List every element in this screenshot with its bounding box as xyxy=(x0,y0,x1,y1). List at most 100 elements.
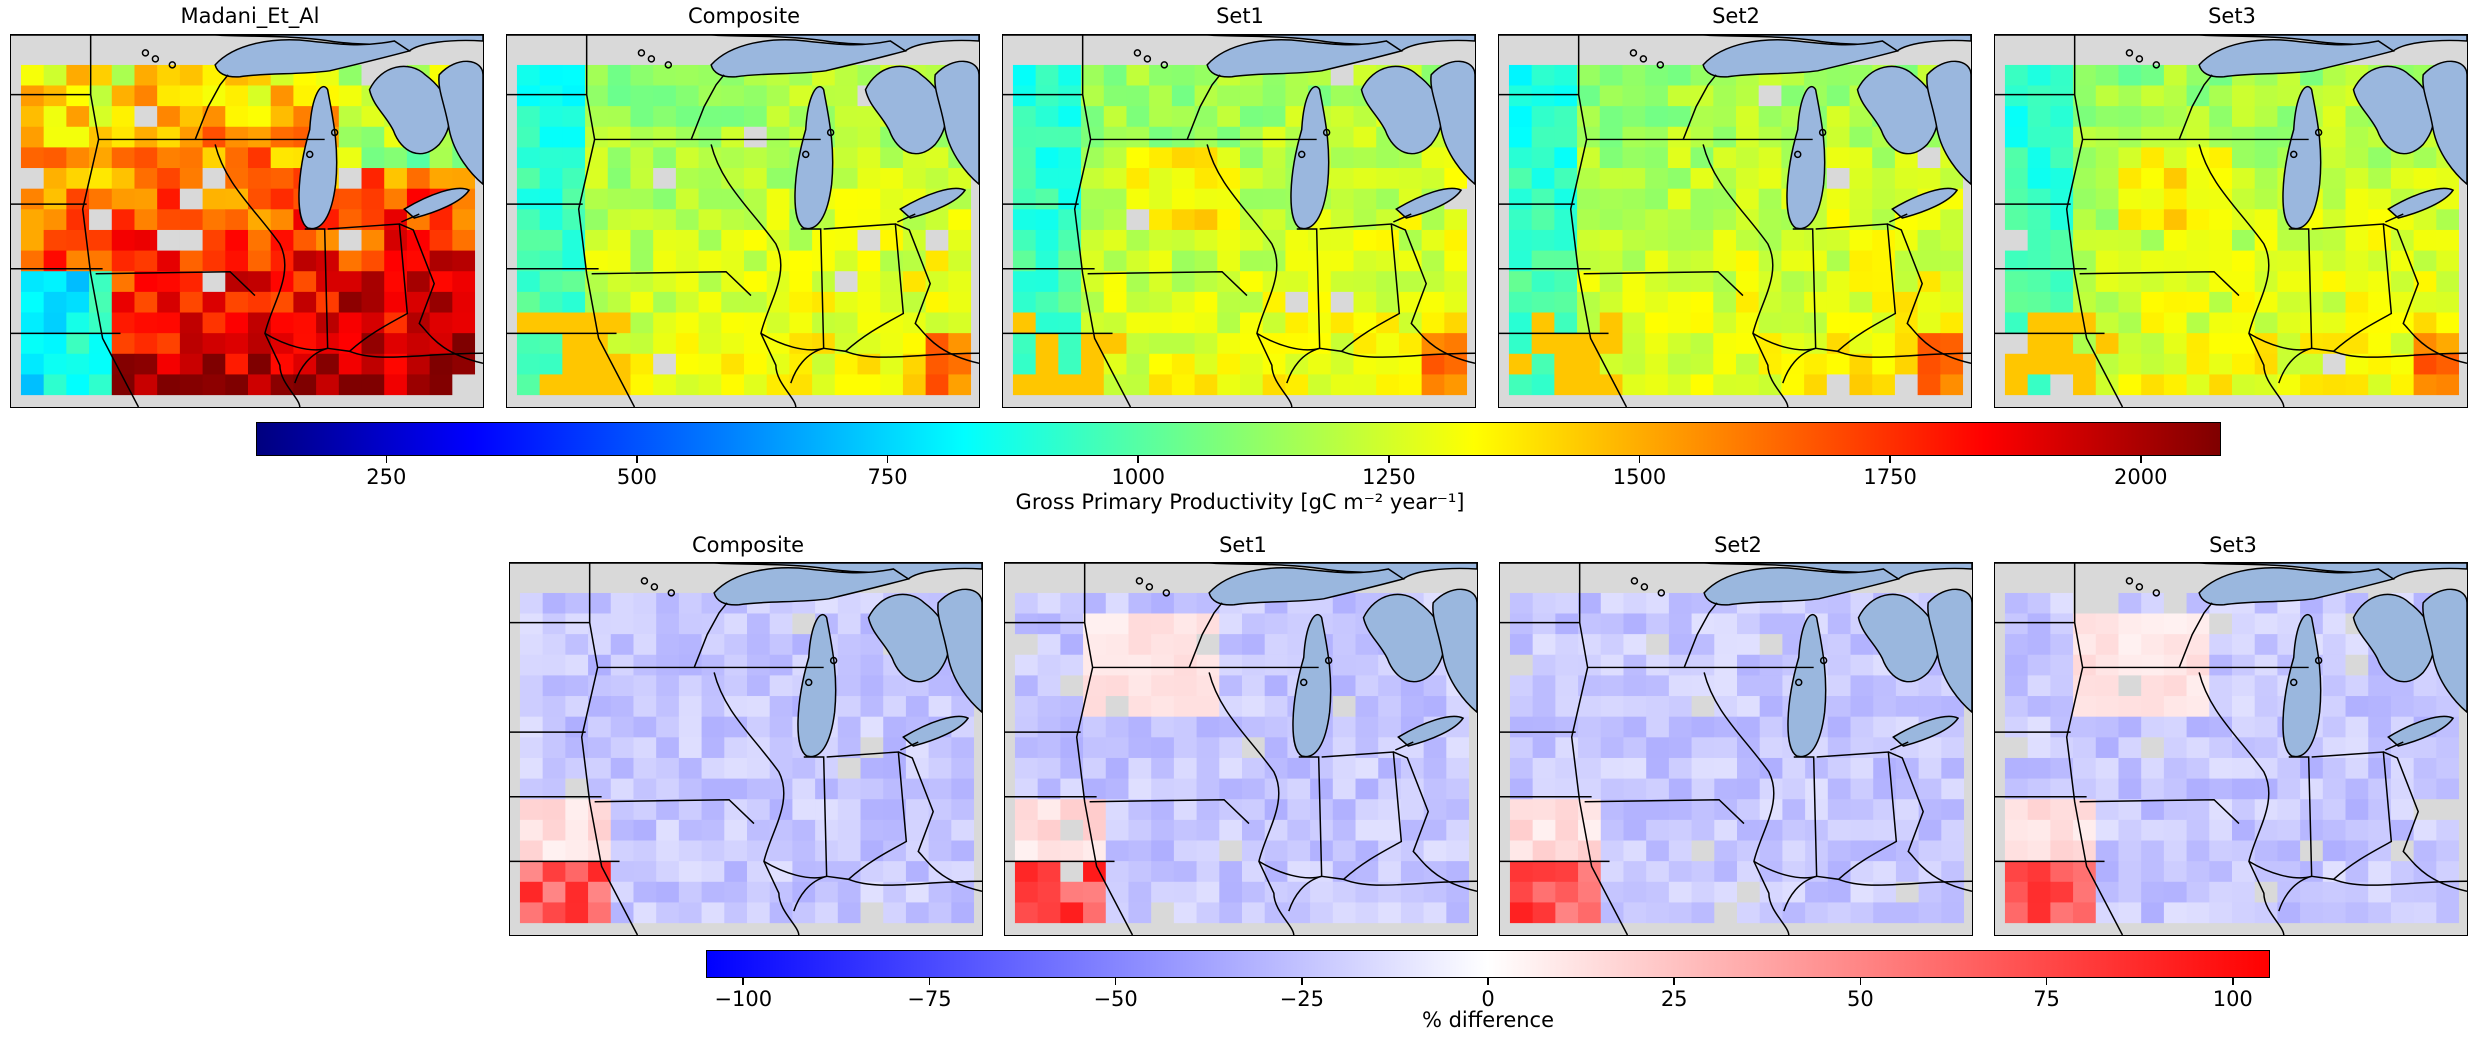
grid-cell xyxy=(202,291,226,314)
grid-cell xyxy=(1849,374,1873,396)
grid-cell xyxy=(247,374,272,396)
grid-cell xyxy=(2004,291,2029,314)
grid-cell xyxy=(1355,881,1379,903)
grid-cell xyxy=(1060,634,1084,656)
grid-cell xyxy=(1691,902,1715,924)
grid-cell xyxy=(2277,840,2301,862)
grid-cell xyxy=(857,250,881,272)
grid-cell xyxy=(1667,188,1692,210)
grid-cell xyxy=(66,250,90,272)
grid-cell xyxy=(1239,147,1264,169)
grid-cell xyxy=(516,312,541,334)
grid-cell xyxy=(1691,737,1715,759)
grid-cell xyxy=(361,250,385,272)
grid-cell xyxy=(1217,106,1241,128)
grid-cell xyxy=(43,106,67,128)
grid-cell xyxy=(2004,861,2029,883)
grid-cell xyxy=(562,168,586,190)
grid-cell xyxy=(1531,333,1555,355)
grid-cell xyxy=(293,312,317,334)
grid-cell xyxy=(1219,613,1243,635)
grid-cell xyxy=(66,209,90,231)
grid-cell xyxy=(834,353,859,375)
grid-cell xyxy=(1826,250,1851,272)
grid-cell xyxy=(1736,634,1761,656)
grid-cell xyxy=(406,353,431,375)
grid-cell xyxy=(516,147,541,169)
grid-cell xyxy=(902,168,927,190)
grid-cell xyxy=(928,840,952,862)
grid-cell xyxy=(2050,592,2074,614)
grid-cell xyxy=(1398,312,1423,334)
grid-cell xyxy=(20,353,45,375)
grid-cell xyxy=(1171,333,1196,355)
grid-cell xyxy=(1736,696,1761,718)
grid-cell xyxy=(1423,675,1447,697)
grid-cell xyxy=(925,271,949,293)
grid-cell xyxy=(2004,64,2029,86)
grid-cell xyxy=(111,168,135,190)
island-marker xyxy=(2314,128,2323,137)
grid-cell xyxy=(2322,881,2347,903)
grid-cell xyxy=(721,106,745,128)
grid-cell xyxy=(2118,840,2142,862)
grid-cell xyxy=(1508,126,1533,148)
grid-cell xyxy=(1554,209,1578,231)
grid-cell xyxy=(880,209,904,231)
grid-cell xyxy=(157,188,181,210)
grid-cell xyxy=(610,675,634,697)
grid-cell xyxy=(2118,634,2142,656)
lake-shape xyxy=(902,715,970,747)
grid-cell xyxy=(724,778,748,800)
grid-cell xyxy=(1827,613,1852,635)
grid-cell xyxy=(1623,819,1647,842)
grid-cell xyxy=(2141,291,2165,314)
grid-cell xyxy=(675,312,700,334)
grid-cell xyxy=(1126,229,1150,252)
grid-cell xyxy=(1532,716,1556,738)
grid-cell xyxy=(2163,819,2188,842)
grid-cell xyxy=(834,85,859,107)
grid-cell xyxy=(1083,840,1107,862)
grid-cell xyxy=(1332,675,1357,697)
grid-cell xyxy=(2027,592,2051,614)
grid-cell xyxy=(951,799,975,821)
grid-cell xyxy=(1849,250,1873,272)
grid-cell xyxy=(588,902,612,924)
grid-cell xyxy=(1332,654,1357,676)
grid-cell xyxy=(1037,778,1061,800)
grid-cell xyxy=(1330,209,1355,231)
grid-cell xyxy=(66,353,90,375)
lake-shape xyxy=(1857,593,1940,683)
map-panel-set1-top xyxy=(1002,34,1476,408)
grid-cell xyxy=(1759,613,1783,635)
colorbar-tick-mark xyxy=(1638,456,1641,463)
grid-cell xyxy=(2209,881,2233,903)
grid-cell xyxy=(1014,757,1039,780)
grid-cell xyxy=(1735,353,1760,375)
grid-cell xyxy=(1014,634,1039,656)
grid-cell xyxy=(1531,374,1555,396)
grid-cell xyxy=(928,696,952,718)
grid-cell xyxy=(743,229,768,252)
grid-cell xyxy=(2300,819,2324,842)
grid-cell xyxy=(2368,333,2392,355)
grid-cell xyxy=(2390,229,2415,252)
grid-cell xyxy=(1758,353,1782,375)
grid-cell xyxy=(1103,85,1127,107)
grid-cell xyxy=(1645,374,1669,396)
grid-cell xyxy=(1219,654,1243,676)
grid-cell xyxy=(2141,716,2165,738)
grid-cell xyxy=(1173,675,1198,697)
grid-cell xyxy=(134,250,158,272)
grid-cell xyxy=(1667,333,1692,355)
grid-cell xyxy=(1421,168,1445,190)
state-border xyxy=(1890,741,1909,751)
grid-cell xyxy=(1735,168,1760,190)
grid-cell xyxy=(1105,757,1129,780)
grid-cell xyxy=(1262,106,1286,128)
island-marker xyxy=(805,678,813,687)
grid-cell xyxy=(516,250,541,272)
grid-cell xyxy=(20,126,45,148)
grid-cell xyxy=(2436,696,2460,718)
